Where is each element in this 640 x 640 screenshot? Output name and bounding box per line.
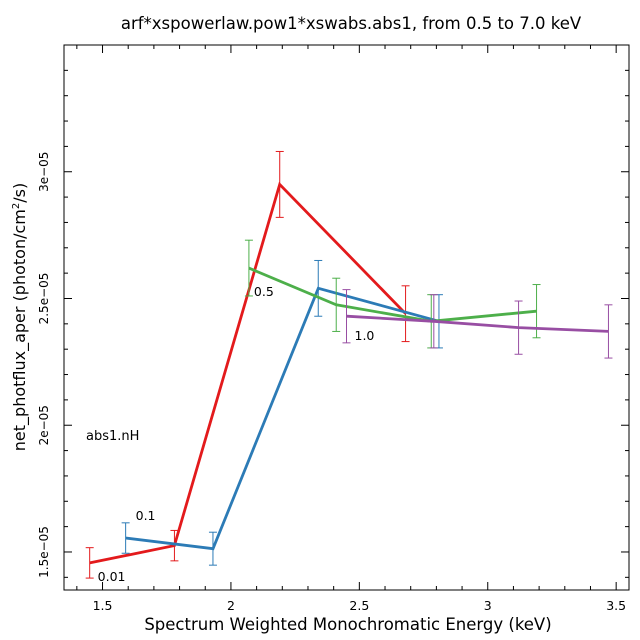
- chart-title: arf*xspowerlaw.pow1*xswabs.abs1, from 0.…: [121, 14, 582, 33]
- x-tick-label: 2.5: [349, 598, 369, 613]
- series-0.01: [85, 150, 410, 579]
- series-1.0: [342, 289, 613, 359]
- series-label-0.1: 0.1: [136, 508, 156, 523]
- x-axis-label: Spectrum Weighted Monochromatic Energy (…: [144, 615, 551, 634]
- series-line-0.1: [125, 286, 440, 551]
- x-tick-label: 3: [484, 598, 492, 613]
- y-tick-label: 1.5e−05: [37, 526, 51, 578]
- axis-tick-labels: 1.5 2 2.5 3 3.5 1.5e−05 2e−05 2.5e−05 3e−05: [37, 152, 626, 613]
- series-line-0.5: [248, 266, 537, 323]
- series-labels: 0.01 0.1 0.5 1.0: [98, 284, 375, 584]
- x-tick-label: 3.5: [606, 598, 626, 613]
- y-axis-label: net_photflux_aper (photon/cm2/s): [10, 183, 30, 451]
- series-line-0.01: [89, 181, 407, 565]
- x-tick-label: 1.5: [93, 598, 113, 613]
- y-axis-label-end: /s): [10, 183, 29, 203]
- series-group: [85, 150, 613, 579]
- series-0.5: [244, 239, 541, 349]
- series-line-1.0: [346, 314, 609, 333]
- plot-frame: [63, 44, 630, 591]
- y-tick-label: 2e−05: [37, 405, 51, 445]
- y-tick-label: 3e−05: [37, 152, 51, 192]
- y-tick-label: 2.5e−05: [37, 273, 51, 325]
- series-label-0.5: 0.5: [254, 284, 274, 299]
- y-axis-label-main: net_photflux_aper (photon/cm: [10, 209, 30, 451]
- legend-title: abs1.nH: [86, 429, 139, 444]
- series-label-0.01: 0.01: [98, 569, 126, 584]
- x-tick-label: 2: [227, 598, 235, 613]
- y-axis-label-sup: 2: [11, 203, 22, 209]
- series-label-1.0: 1.0: [355, 328, 375, 343]
- axis-ticks: [64, 44, 629, 590]
- series-0.1: [121, 259, 443, 566]
